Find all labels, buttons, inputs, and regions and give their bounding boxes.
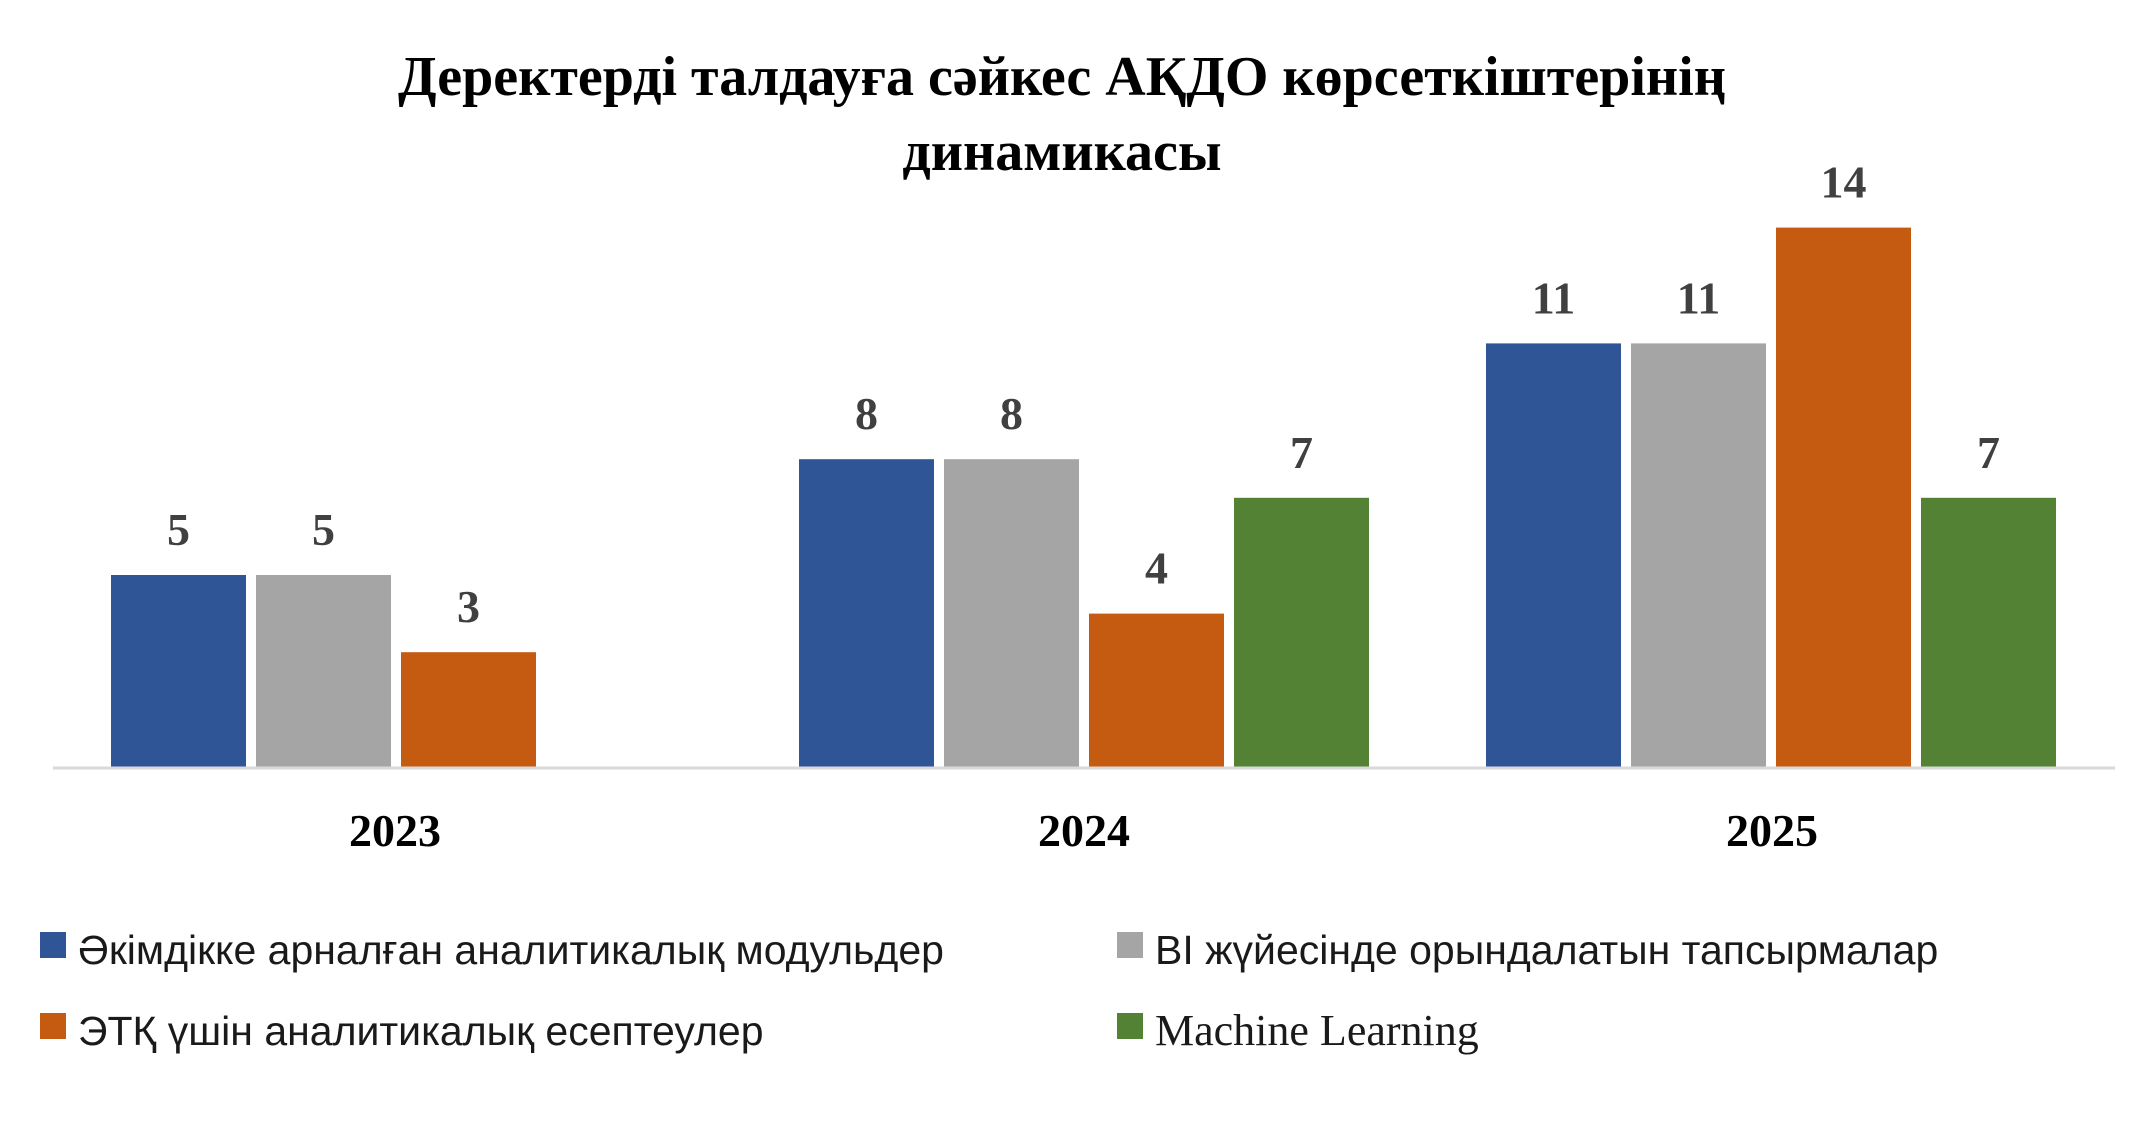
data-label-2023-series-3: 3 (457, 581, 480, 632)
bar-2024-series-2 (944, 459, 1079, 768)
data-label-2023-series-1: 5 (167, 504, 190, 555)
bar-2025-series-4 (1921, 497, 2056, 768)
data-label-2024-series-4: 7 (1290, 427, 1313, 478)
bar-2025-series-3 (1776, 227, 1911, 769)
chart-title-line-2: динамикасы (902, 121, 1221, 183)
bar-2023-series-3 (401, 652, 536, 768)
x-axis-tick-labels: 2023 2024 2025 (349, 805, 1818, 856)
bar-2024-series-1 (799, 459, 934, 768)
data-label-2025-series-4: 7 (1977, 427, 2000, 478)
legend-label-4: Machine Learning (1155, 1006, 1479, 1055)
plot-area: 5 5 3 8 8 4 7 11 11 14 7 (111, 157, 2056, 769)
x-tick-label-2025: 2025 (1726, 805, 1818, 856)
bar-2024-series-3 (1089, 613, 1224, 768)
legend-swatch-3 (40, 1013, 66, 1039)
data-label-2024-series-1: 8 (855, 388, 878, 439)
chart-title-line-1: Деректерді талдауға сәйкес АҚДО көрсеткі… (398, 46, 1726, 108)
bar-2024-series-4 (1234, 497, 1369, 768)
bar-2023-series-1 (111, 575, 246, 768)
bar-2023-series-2 (256, 575, 391, 768)
data-label-2025-series-3: 14 (1821, 157, 1867, 208)
legend: Әкімдікке арналған аналитикалық модульде… (40, 927, 1938, 1055)
legend-swatch-1 (40, 932, 66, 958)
data-label-2025-series-2: 11 (1677, 272, 1720, 323)
data-label-2023-series-2: 5 (312, 504, 335, 555)
legend-swatch-2 (1117, 932, 1143, 958)
bar-2025-series-1 (1486, 343, 1621, 768)
data-label-2024-series-2: 8 (1000, 388, 1023, 439)
legend-swatch-4 (1117, 1013, 1143, 1039)
data-label-2024-series-3: 4 (1145, 543, 1168, 594)
legend-label-3: ЭТҚ үшін аналитикалық есептеулер (78, 1008, 764, 1054)
bar-2025-series-2 (1631, 343, 1766, 768)
legend-label-2: BI жүйесінде орындалатын тапсырмалар (1155, 927, 1938, 973)
chart-title: Деректерді талдауға сәйкес АҚДО көрсеткі… (398, 46, 1726, 183)
x-tick-label-2023: 2023 (349, 805, 441, 856)
legend-label-1: Әкімдікке арналған аналитикалық модульде… (78, 927, 944, 973)
x-tick-label-2024: 2024 (1038, 805, 1130, 856)
data-label-2025-series-1: 11 (1532, 272, 1575, 323)
